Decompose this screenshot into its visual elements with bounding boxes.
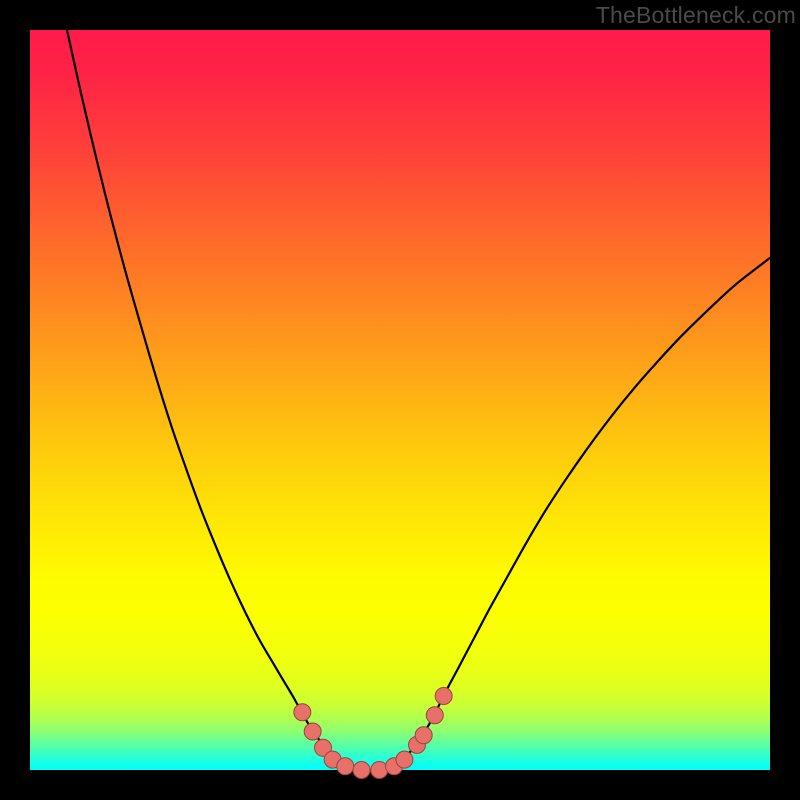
marker-dot bbox=[426, 707, 443, 724]
marker-dot bbox=[353, 762, 370, 779]
marker-dot bbox=[415, 727, 432, 744]
marker-dot bbox=[337, 758, 354, 775]
figure-root: TheBottleneck.com bbox=[0, 0, 800, 800]
marker-dot bbox=[435, 688, 452, 705]
marker-dot bbox=[396, 751, 413, 768]
marker-dot bbox=[371, 762, 388, 779]
marker-dot bbox=[304, 723, 321, 740]
plot-background-gradient bbox=[30, 30, 770, 770]
bottleneck-curve-chart bbox=[0, 0, 800, 800]
marker-dot bbox=[294, 704, 311, 721]
